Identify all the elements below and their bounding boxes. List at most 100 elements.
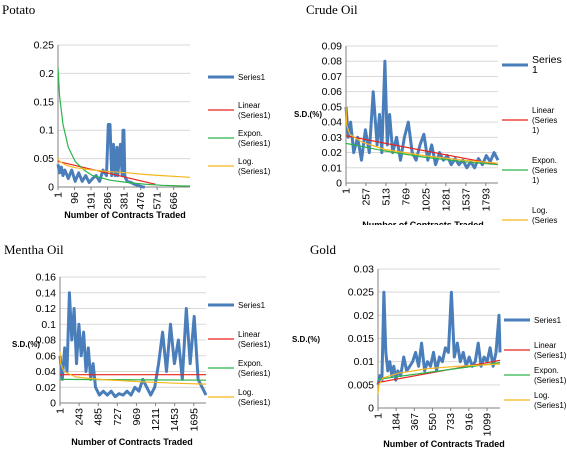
x-tick-label: 916 — [463, 413, 475, 431]
y-tick-label: 0 — [336, 178, 342, 190]
legend-label: Expon.(Series1) — [238, 359, 271, 378]
x-tick-label: 1537 — [460, 188, 472, 212]
y-axis-label: S.D.(%) — [294, 110, 322, 119]
chart-panel-gold: Gold 0 0.005 0.01 0.015 0.02 0.025 0.03 1 184 367… — [284, 225, 567, 450]
x-tick-label: 476 — [135, 192, 147, 210]
series-line-4 — [377, 363, 501, 395]
series-line-2 — [57, 160, 156, 185]
x-tick-label: 1 — [373, 413, 385, 419]
y-axis-label: S.D.(%) — [12, 340, 40, 349]
x-tick-label: 1 — [53, 192, 65, 198]
y-axis-label: S.D.(%) — [292, 335, 320, 344]
y-tick-label: 0.12 — [36, 303, 57, 315]
legend-label: Log.(Series1) — [532, 206, 557, 225]
y-tick-label: 0.03 — [322, 132, 343, 144]
y-tick-label: 0.04 — [322, 117, 343, 129]
chart-svg-potato: 0 0.05 0.1 0.15 0.2 0.25 1 96 191 286 381 476 571 666… — [34, 40, 271, 221]
y-tick-label: 0 — [368, 403, 374, 415]
x-tick-label: 184 — [391, 413, 403, 431]
legend-label: Linear(Series1) — [238, 101, 271, 120]
x-tick-label: 1281 — [440, 188, 452, 212]
y-tick-label: 0.025 — [348, 287, 374, 299]
x-tick-label: 1453 — [169, 408, 181, 432]
chart-title: Gold — [310, 242, 336, 257]
chart-title: Mentha Oil — [4, 242, 64, 257]
y-tick-label: 0.02 — [322, 147, 343, 159]
y-tick-label: 0.25 — [34, 40, 55, 52]
x-tick-label: 485 — [93, 408, 105, 426]
y-tick-label: 0.08 — [36, 335, 57, 347]
chart-panel-mentha-oil: Mentha Oil 0 0.02 0.04 0.06 0.08 0.1 0.12 0.14 0… — [0, 225, 283, 450]
x-tick-label: 1025 — [420, 188, 432, 212]
x-tick-label: 1 — [341, 188, 353, 194]
legend-label: Series1 — [238, 73, 266, 82]
y-tick-label: 0.04 — [36, 366, 57, 378]
chart-panel-crude-oil: Crude Oil 0 0.01 0.02 0.03 0.04 0.05 0.06 0.07 0… — [284, 0, 567, 236]
x-tick-label: 243 — [74, 408, 86, 426]
x-tick-label: 286 — [102, 192, 114, 210]
legend-label: Expon.(Series1) — [534, 366, 567, 385]
chart-title: Potato — [2, 2, 36, 17]
y-tick-label: 0.07 — [322, 71, 343, 83]
series-line-4 — [345, 106, 499, 164]
series-line-3 — [57, 67, 191, 187]
x-tick-label: 769 — [400, 188, 412, 206]
x-tick-label: 257 — [360, 188, 372, 206]
y-tick-label: 0.06 — [36, 350, 57, 362]
y-tick-label: 0.015 — [348, 333, 374, 345]
legend-label: Series1 — [238, 301, 266, 310]
y-tick-label: 0.09 — [322, 41, 343, 53]
series-line-4 — [57, 158, 191, 178]
y-tick-label: 0.03 — [354, 264, 375, 276]
legend-label: Series1 — [534, 316, 562, 325]
x-tick-label: 571 — [152, 192, 164, 210]
y-tick-label: 0.05 — [34, 153, 55, 165]
series-line-3 — [59, 378, 207, 381]
legend-label: Log.(Series1) — [238, 388, 271, 407]
y-tick-label: 0.06 — [322, 86, 343, 98]
x-axis-label: Number of Contracts Traded — [383, 439, 505, 449]
chart-panel-potato: Potato 0 0.05 0.1 0.15 0.2 0.25 1 96 191 286 381 47… — [0, 0, 283, 225]
x-axis-label: Number of Contracts Traded — [64, 210, 186, 220]
series-line-4 — [59, 351, 207, 385]
y-tick-label: 0.02 — [36, 382, 57, 394]
x-tick-label: 381 — [119, 192, 131, 210]
y-tick-label: 0.05 — [322, 101, 343, 113]
legend-label: Log.(Series1) — [534, 391, 567, 410]
y-tick-label: 0.01 — [322, 162, 343, 174]
series-line-2 — [345, 135, 499, 166]
x-tick-label: 550 — [427, 413, 439, 431]
y-tick-label: 0.16 — [36, 272, 57, 284]
x-tick-label: 191 — [86, 192, 98, 210]
chart-svg-mentha-oil: 0 0.02 0.04 0.06 0.08 0.1 0.12 0.14 0.16 1 243 485 7… — [12, 272, 271, 448]
y-tick-label: 0.2 — [39, 68, 54, 80]
chart-svg-crude-oil: 0 0.01 0.02 0.03 0.04 0.05 0.06 0.07 0.08 0.09 1 25… — [294, 41, 562, 236]
y-tick-label: 0.02 — [354, 310, 375, 322]
x-tick-label: 1793 — [480, 188, 492, 212]
x-tick-label: 666 — [168, 192, 180, 210]
y-tick-label: 0.14 — [36, 287, 57, 299]
x-tick-label: 1099 — [481, 413, 493, 437]
legend-label: Linear(Series1) — [238, 330, 271, 349]
y-tick-label: 0.005 — [348, 379, 374, 391]
x-tick-label: 1 — [55, 408, 67, 414]
x-tick-label: 1695 — [188, 408, 200, 432]
series-line-1 — [344, 59, 500, 170]
chart-title: Crude Oil — [306, 2, 358, 17]
x-axis-label: Number of Contracts Traded — [71, 437, 193, 447]
legend-label: Expon.(Series1) — [238, 129, 271, 148]
x-tick-label: 367 — [409, 413, 421, 431]
series-line-1 — [58, 291, 208, 399]
x-tick-label: 96 — [69, 192, 81, 204]
legend-label: Linear(Series1) — [534, 341, 567, 360]
y-tick-label: 0.15 — [34, 96, 55, 108]
y-tick-label: 0.01 — [354, 356, 375, 368]
y-tick-label: 0 — [48, 182, 54, 194]
x-tick-label: 969 — [131, 408, 143, 426]
series-line-3 — [345, 142, 499, 166]
y-tick-label: 0.08 — [322, 56, 343, 68]
x-tick-label: 727 — [112, 408, 124, 426]
x-tick-label: 733 — [445, 413, 457, 431]
